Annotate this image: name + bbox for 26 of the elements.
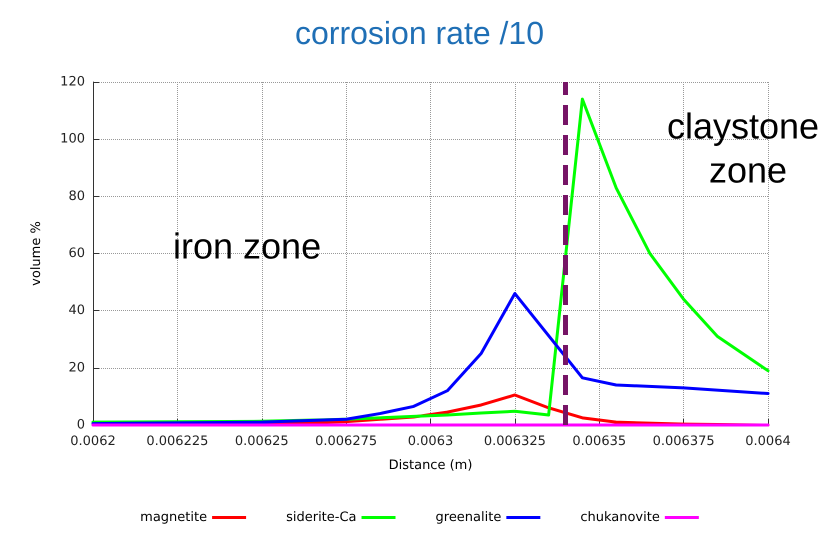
x-tick-label: 0.006375 <box>652 434 715 449</box>
line-series <box>92 292 770 426</box>
y-tick-label: 20 <box>68 360 85 376</box>
y-tick-label: 60 <box>68 246 85 261</box>
x-axis-title: Distance (m) <box>388 458 472 473</box>
legend-label: siderite-Ca <box>286 510 357 525</box>
x-tick-label: 0.006225 <box>146 434 208 449</box>
legend-label: chukanovite <box>580 510 660 525</box>
y-tick-label: 120 <box>60 74 85 90</box>
chart-title: corrosion rate /10 <box>294 15 544 51</box>
x-tick-label: 0.0062 <box>70 434 116 449</box>
y-tick-label: 100 <box>60 132 85 147</box>
x-tick-label: 0.00625 <box>234 434 289 449</box>
x-tick-label: 0.006275 <box>315 434 378 449</box>
annotation: iron zone <box>173 226 322 266</box>
legend-label: greenalite <box>436 510 502 525</box>
annotation: claystone zone <box>666 106 830 190</box>
legend-label: magnetite <box>140 510 208 525</box>
x-tick-label: 0.00635 <box>572 434 626 449</box>
x-tick-label: 0.0063 <box>408 434 454 449</box>
y-tick-label: 40 <box>68 303 85 318</box>
x-tick-label: 0.006325 <box>484 434 546 449</box>
x-tick-label: 0.0064 <box>745 434 791 449</box>
y-tick-label: 80 <box>68 188 85 204</box>
y-tick-label: 0 <box>76 418 85 432</box>
y-axis-title: volume % <box>29 221 44 286</box>
